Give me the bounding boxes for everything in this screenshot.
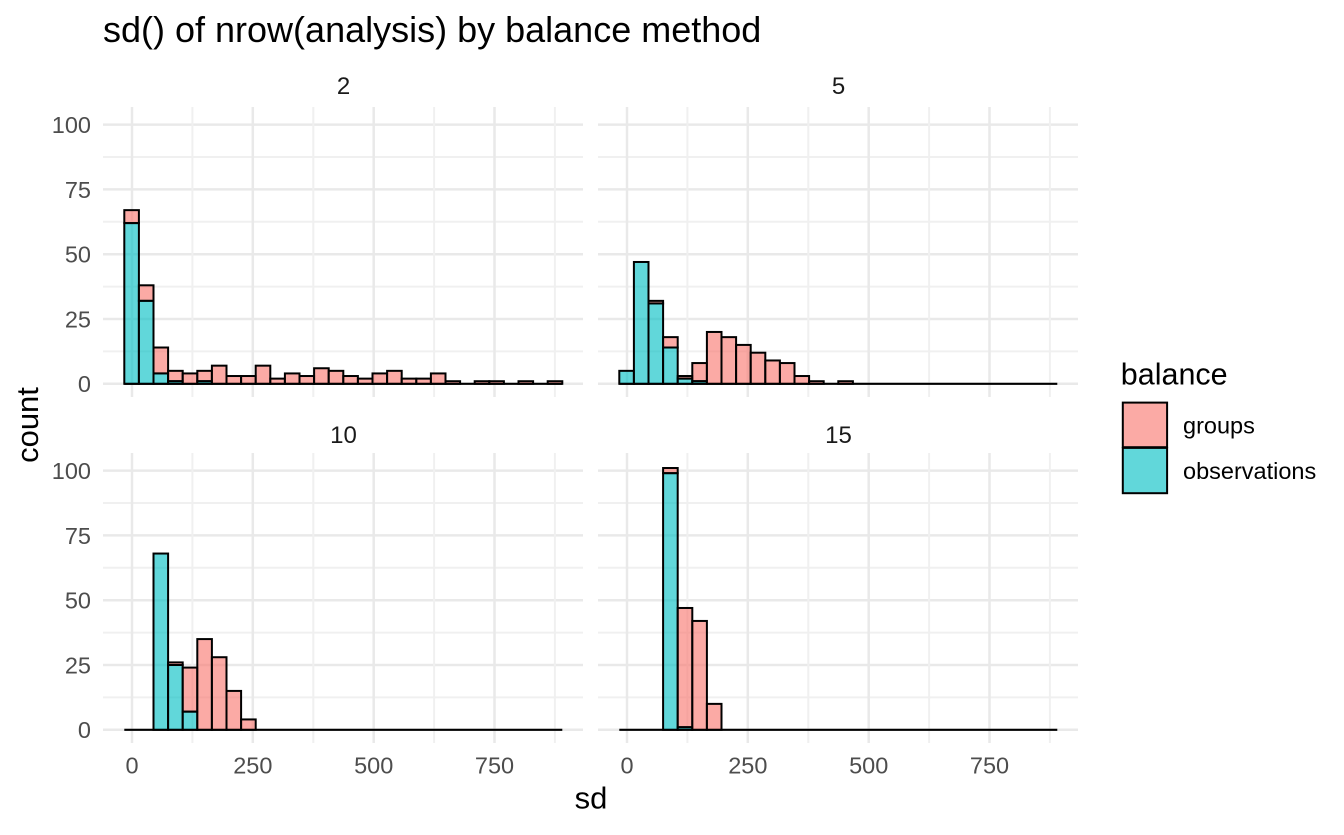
svg-text:5: 5 bbox=[832, 73, 845, 100]
svg-text:count: count bbox=[10, 387, 45, 463]
svg-text:0: 0 bbox=[78, 717, 91, 743]
svg-text:50: 50 bbox=[65, 242, 91, 268]
svg-text:500: 500 bbox=[354, 753, 393, 779]
svg-text:groups: groups bbox=[1183, 413, 1255, 439]
svg-text:750: 750 bbox=[475, 753, 514, 779]
svg-text:0: 0 bbox=[125, 753, 138, 779]
svg-text:75: 75 bbox=[65, 177, 91, 203]
svg-text:750: 750 bbox=[970, 753, 1009, 779]
svg-text:25: 25 bbox=[65, 652, 91, 678]
svg-text:25: 25 bbox=[65, 306, 91, 332]
svg-text:250: 250 bbox=[233, 753, 272, 779]
svg-text:100: 100 bbox=[52, 458, 91, 484]
svg-text:50: 50 bbox=[65, 588, 91, 614]
svg-text:250: 250 bbox=[728, 753, 767, 779]
svg-text:100: 100 bbox=[52, 112, 91, 138]
svg-text:15: 15 bbox=[825, 422, 852, 449]
svg-text:observations: observations bbox=[1183, 458, 1316, 484]
svg-text:2: 2 bbox=[337, 73, 350, 100]
svg-text:0: 0 bbox=[620, 753, 633, 779]
svg-text:sd: sd bbox=[575, 781, 608, 816]
svg-text:balance: balance bbox=[1121, 357, 1228, 391]
svg-text:sd() of nrow(analysis) by bala: sd() of nrow(analysis) by balance method bbox=[103, 9, 761, 50]
svg-text:10: 10 bbox=[330, 422, 357, 449]
svg-text:0: 0 bbox=[78, 371, 91, 397]
svg-text:500: 500 bbox=[849, 753, 888, 779]
svg-text:75: 75 bbox=[65, 523, 91, 549]
